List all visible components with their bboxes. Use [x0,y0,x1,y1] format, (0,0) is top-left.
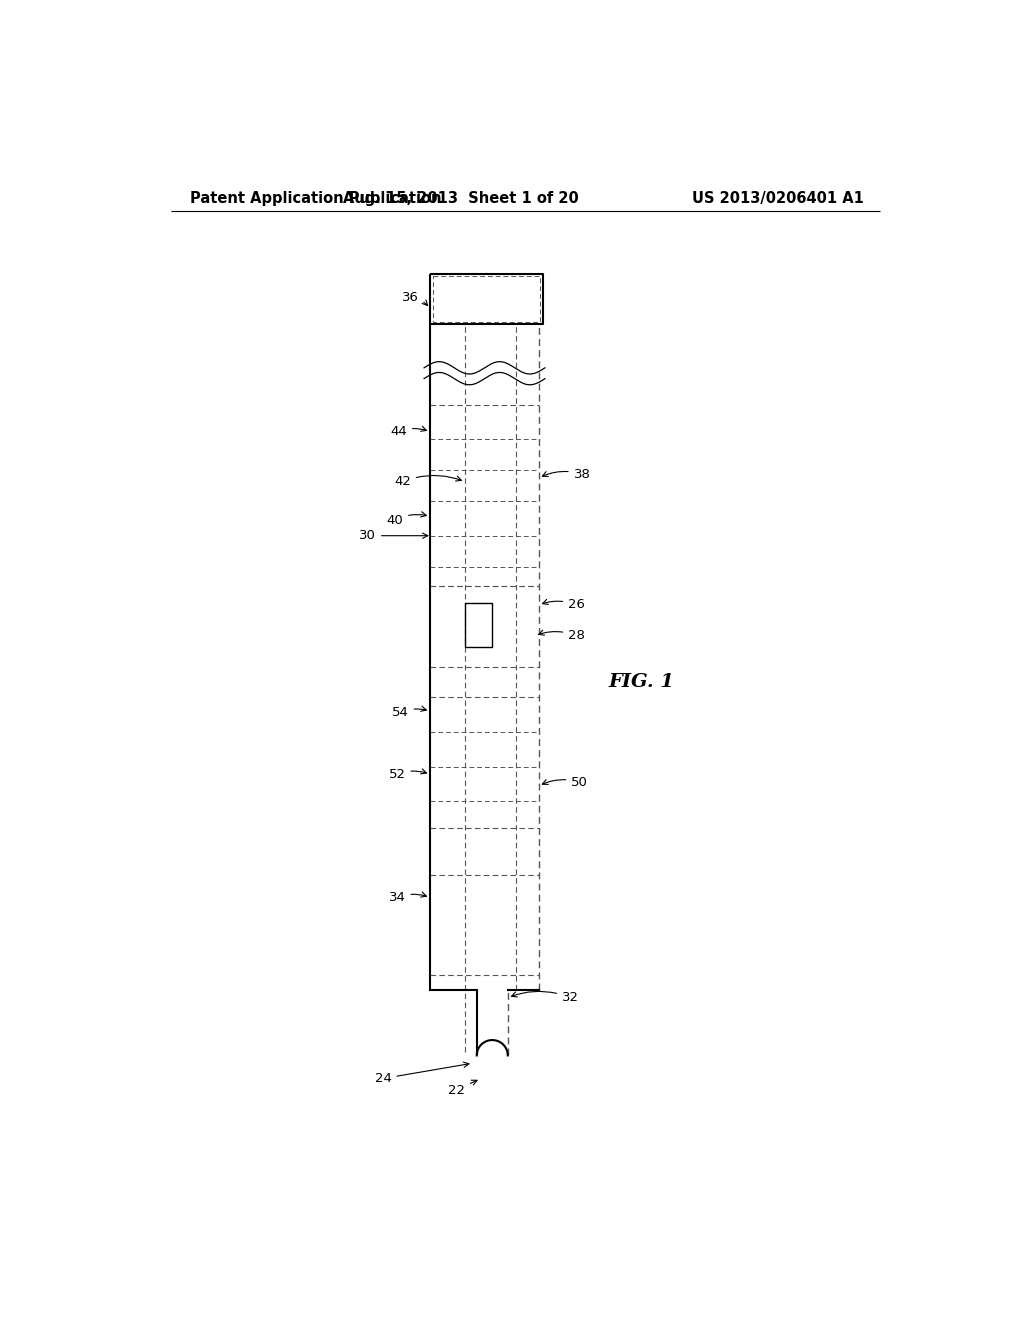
Text: 52: 52 [388,768,426,781]
Text: 42: 42 [394,475,462,488]
Text: 30: 30 [359,529,428,543]
Text: 38: 38 [543,467,591,480]
Text: 40: 40 [386,512,426,527]
Text: 44: 44 [390,425,426,438]
Text: 54: 54 [391,706,426,719]
Text: 50: 50 [543,776,588,788]
Text: 28: 28 [539,630,585,643]
Text: 34: 34 [388,891,426,904]
Text: 22: 22 [449,1080,477,1097]
Text: Patent Application Publication: Patent Application Publication [190,191,441,206]
Text: US 2013/0206401 A1: US 2013/0206401 A1 [692,191,864,206]
Text: 36: 36 [401,290,428,305]
Text: 32: 32 [512,991,579,1005]
Text: 24: 24 [375,1063,469,1085]
Text: Aug. 15, 2013  Sheet 1 of 20: Aug. 15, 2013 Sheet 1 of 20 [343,191,580,206]
Text: 26: 26 [543,598,585,611]
Text: FIG. 1: FIG. 1 [608,673,675,690]
